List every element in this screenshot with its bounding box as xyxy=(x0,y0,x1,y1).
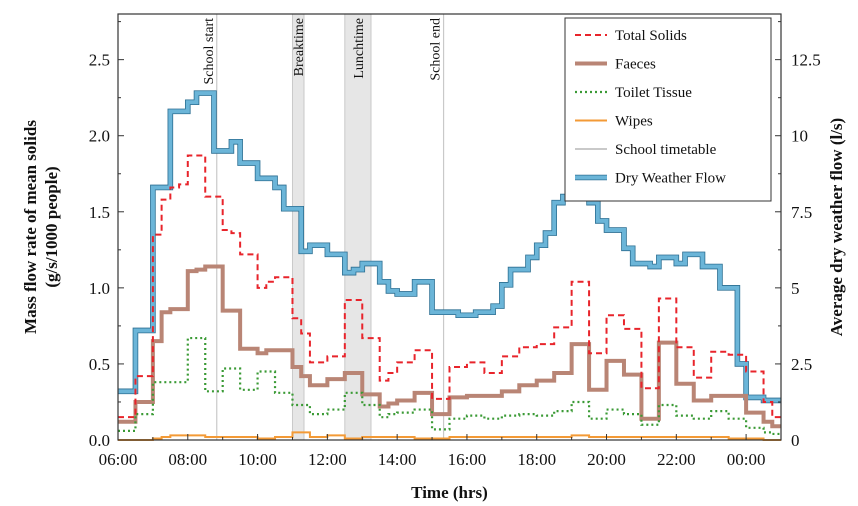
x-axis-ticks: 06:00 08:00 10:00 12:00 14:00 16:00 18:00 20:00… xyxy=(99,434,766,469)
y-axis-right-ticks: 0 2.5 5 7.5 10 12.5 xyxy=(775,21,821,450)
legend-label: School timetable xyxy=(615,142,717,158)
y-axis-left-title-line: (g/s/1000 people) xyxy=(42,166,61,287)
series-line-total-solids xyxy=(118,154,781,419)
x-tick-label: 06:00 xyxy=(99,450,138,469)
y-left-tick-label: 2.5 xyxy=(89,51,110,70)
y-axis-left-ticks: 0.0 0.5 1.0 1.5 2.0 2.5 xyxy=(89,21,124,450)
legend-label: Total Solids xyxy=(615,28,687,44)
x-tick-label: 16:00 xyxy=(448,450,487,469)
legend-label: Wipes xyxy=(615,114,653,130)
x-tick-label: 00:00 xyxy=(727,450,766,469)
y-left-tick-label: 0.0 xyxy=(89,431,110,450)
x-axis-title: Time (hrs) xyxy=(411,483,488,502)
series-line-toilet-tissue xyxy=(118,336,781,436)
y-left-tick-label: 1.5 xyxy=(89,203,110,222)
legend: Total Solids Faeces Toilet Tissue Wipes Scho… xyxy=(564,17,772,202)
series-lines xyxy=(118,90,781,441)
x-tick-label: 18:00 xyxy=(517,450,556,469)
timetable-line-label: School end xyxy=(429,18,444,81)
legend-label: Dry Weather Flow xyxy=(615,171,726,187)
x-tick-label: 14:00 xyxy=(378,450,417,469)
timetable-band-label: Lunchtime xyxy=(352,18,367,79)
y-axis-left-title-line: Mass flow rate of mean solids xyxy=(21,120,40,334)
series-line-faeces xyxy=(118,264,781,429)
y-left-tick-label: 2.0 xyxy=(89,127,110,146)
timetable-band-label: Breaktime xyxy=(292,18,307,76)
legend-label: Toilet Tissue xyxy=(615,85,692,101)
timetable-band xyxy=(344,13,372,441)
y-right-tick-label: 7.5 xyxy=(791,203,812,222)
y-right-tick-label: 0 xyxy=(791,431,800,450)
y-right-tick-label: 10 xyxy=(791,127,808,146)
series-line-wipes xyxy=(118,431,781,441)
y-right-tick-label: 12.5 xyxy=(791,51,821,70)
timetable-bands: Breaktime Lunchtime School start School end xyxy=(202,13,445,441)
y-right-tick-label: 2.5 xyxy=(791,355,812,374)
timetable-line-label: School start xyxy=(202,18,217,85)
legend-label: Faeces xyxy=(615,57,656,73)
x-tick-label: 22:00 xyxy=(657,450,696,469)
plot-border xyxy=(117,13,782,441)
plot-frame xyxy=(117,13,782,441)
x-tick-label: 12:00 xyxy=(308,450,347,469)
y-axis-right-title: Average dry weather flow (l/s) xyxy=(827,118,846,336)
legend-box xyxy=(564,17,772,202)
y-left-tick-label: 1.0 xyxy=(89,279,110,298)
y-axis-left-title: Mass flow rate of mean solids (g/s/1000 p… xyxy=(21,120,61,334)
x-tick-label: 08:00 xyxy=(168,450,207,469)
series-line-dry-weather-flow xyxy=(118,91,781,403)
x-tick-label: 10:00 xyxy=(238,450,277,469)
x-tick-label: 20:00 xyxy=(587,450,626,469)
y-right-tick-label: 5 xyxy=(791,279,800,298)
y-left-tick-label: 0.5 xyxy=(89,355,110,374)
